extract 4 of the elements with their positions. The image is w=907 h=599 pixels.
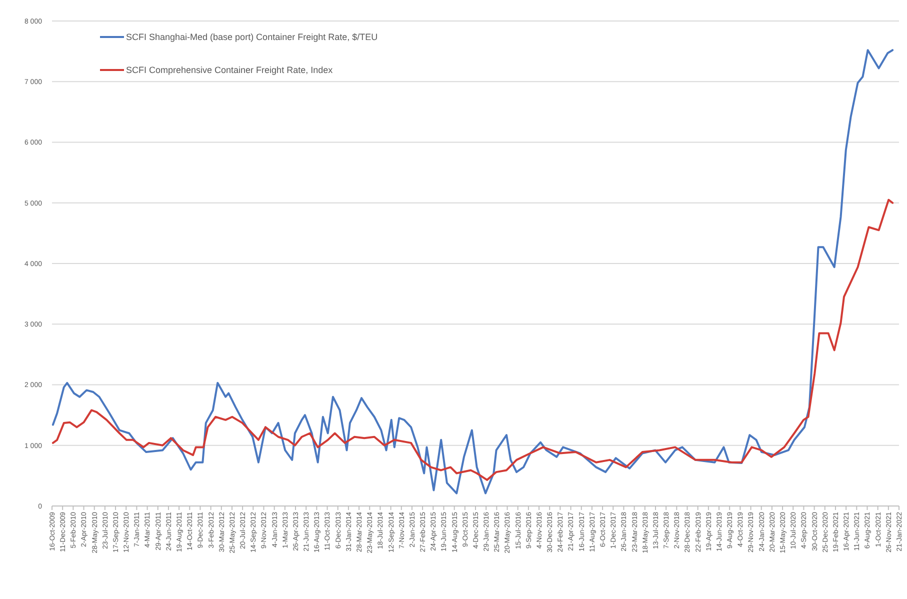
line-series [52,198,894,481]
line-series [52,49,894,494]
legend-label: SCFI Comprehensive Container Freight Rate, Index [126,65,334,76]
legend-label: SCFI Shanghai-Med (base port) Container Freight Rate, $/TEU [126,32,378,42]
